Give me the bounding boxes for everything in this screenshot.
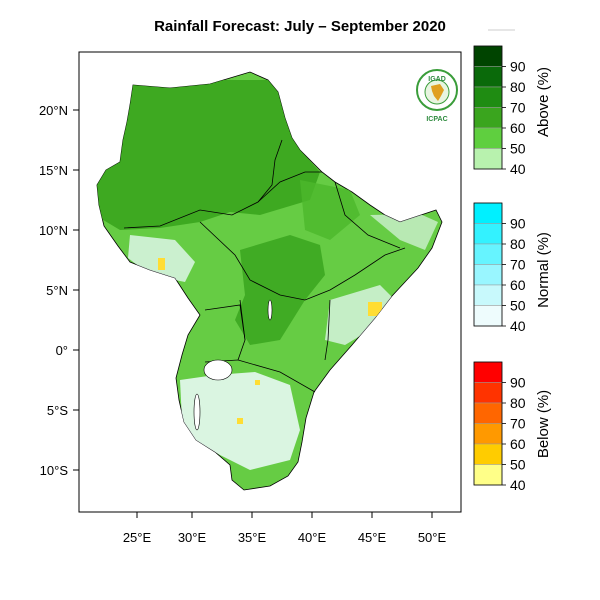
legend-normal: 90 80 70 60 50 40 [473, 202, 526, 334]
legend-above: 90 80 70 60 50 40 [473, 45, 526, 177]
legend-below-swatch [473, 382, 503, 404]
zone-below-40-d [255, 380, 260, 385]
lat-label: 10°S [40, 463, 69, 478]
lakes [193, 299, 273, 431]
legend-below-label: 70 [510, 416, 526, 432]
border-ethiopia-west [257, 171, 322, 203]
zone-above-50-east [300, 180, 360, 240]
legend-below-swatch [473, 464, 503, 486]
zone-below-40-c [237, 418, 243, 424]
legend-below-swatch [473, 443, 503, 465]
legend-above-label: 40 [510, 161, 526, 177]
lake-turkana [267, 299, 273, 321]
border-south-sudan [199, 221, 306, 301]
lon-label: 45°E [358, 530, 387, 545]
lon-label: 50°E [418, 530, 447, 545]
legend-above-label: 60 [510, 120, 526, 136]
legend-above-label: 80 [510, 79, 526, 95]
legend-below-label: 80 [510, 395, 526, 411]
legend-normal-label: 60 [510, 277, 526, 293]
zone-normal-horn [370, 214, 438, 250]
legend-below: 90 80 70 60 50 40 [473, 361, 526, 493]
legend-below-title: Below (%) [535, 390, 552, 458]
border-ethiopia-somalia [304, 247, 406, 301]
lat-label: 10°N [39, 223, 68, 238]
lat-label: 0° [56, 343, 68, 358]
legend-normal-label: 90 [510, 216, 526, 232]
zone-below-40-b [368, 302, 382, 316]
logo-bottom-text: ICPAC [426, 116, 447, 123]
lake-victoria [203, 359, 233, 381]
legend-below-swatch [473, 361, 503, 383]
legend-normal-swatch [473, 305, 503, 327]
legend-normal-swatch [473, 223, 503, 245]
lon-label: 30°E [178, 530, 207, 545]
lat-label: 5°S [47, 403, 68, 418]
axis-ticks [73, 109, 433, 518]
legend-normal-swatch [473, 202, 503, 224]
lat-tick-labels: 20°N 15°N 10°N 5°N 0° 5°S 10°S [39, 103, 68, 478]
legend-normal-label: 40 [510, 318, 526, 334]
lake-tanganyika [193, 393, 201, 431]
legend-above-label: 50 [510, 141, 526, 157]
lat-label: 15°N [39, 163, 68, 178]
legend-below-label: 60 [510, 436, 526, 452]
border-uganda [204, 304, 246, 341]
logo-top-text: IGAD [428, 76, 446, 83]
lon-label: 40°E [298, 530, 327, 545]
border-sudan-south [123, 139, 283, 229]
legend-normal-title: Normal (%) [535, 232, 552, 308]
legend-below-swatch [473, 402, 503, 424]
icpac-logo: IGAD ICPAC [416, 69, 458, 123]
legend-normal-label: 70 [510, 257, 526, 273]
legend-below-label: 50 [510, 457, 526, 473]
border-kenya-somalia [324, 299, 331, 361]
lon-tick-labels: 25°E 30°E 35°E 40°E 45°E 50°E [123, 530, 447, 545]
border-ethiopia-east [334, 181, 401, 249]
zone-below-40-a [158, 258, 165, 270]
legend-normal-label: 80 [510, 236, 526, 252]
lat-label: 20°N [39, 103, 68, 118]
legend-above-swatch [473, 45, 503, 67]
legend-above-swatch [473, 148, 503, 170]
legend-below-label: 90 [510, 375, 526, 391]
legend-normal-swatch [473, 243, 503, 265]
zone-above-60-north [97, 80, 320, 230]
legend-below-label: 40 [510, 477, 526, 493]
legend-normal-swatch [473, 284, 503, 306]
chart-title: Rainfall Forecast: July – September 2020 [154, 18, 446, 35]
legend-above-label: 70 [510, 100, 526, 116]
legend-above-swatch [473, 86, 503, 108]
legend-below-swatch [473, 423, 503, 445]
legend-above-swatch [473, 127, 503, 149]
legend-above-title: Above (%) [535, 67, 552, 137]
legend-above-swatch [473, 107, 503, 129]
zone-normal-somalia [325, 285, 395, 345]
lat-label: 5°N [46, 283, 68, 298]
land-area [96, 71, 443, 491]
africa-icon [431, 84, 444, 101]
lon-label: 25°E [123, 530, 152, 545]
legend-above-label: 90 [510, 59, 526, 75]
country-borders [123, 139, 406, 393]
legend-above-swatch [473, 66, 503, 88]
zone-above-60-central [235, 235, 325, 345]
legend-normal-label: 50 [510, 298, 526, 314]
legend-normal-swatch [473, 264, 503, 286]
lon-label: 35°E [238, 530, 267, 545]
